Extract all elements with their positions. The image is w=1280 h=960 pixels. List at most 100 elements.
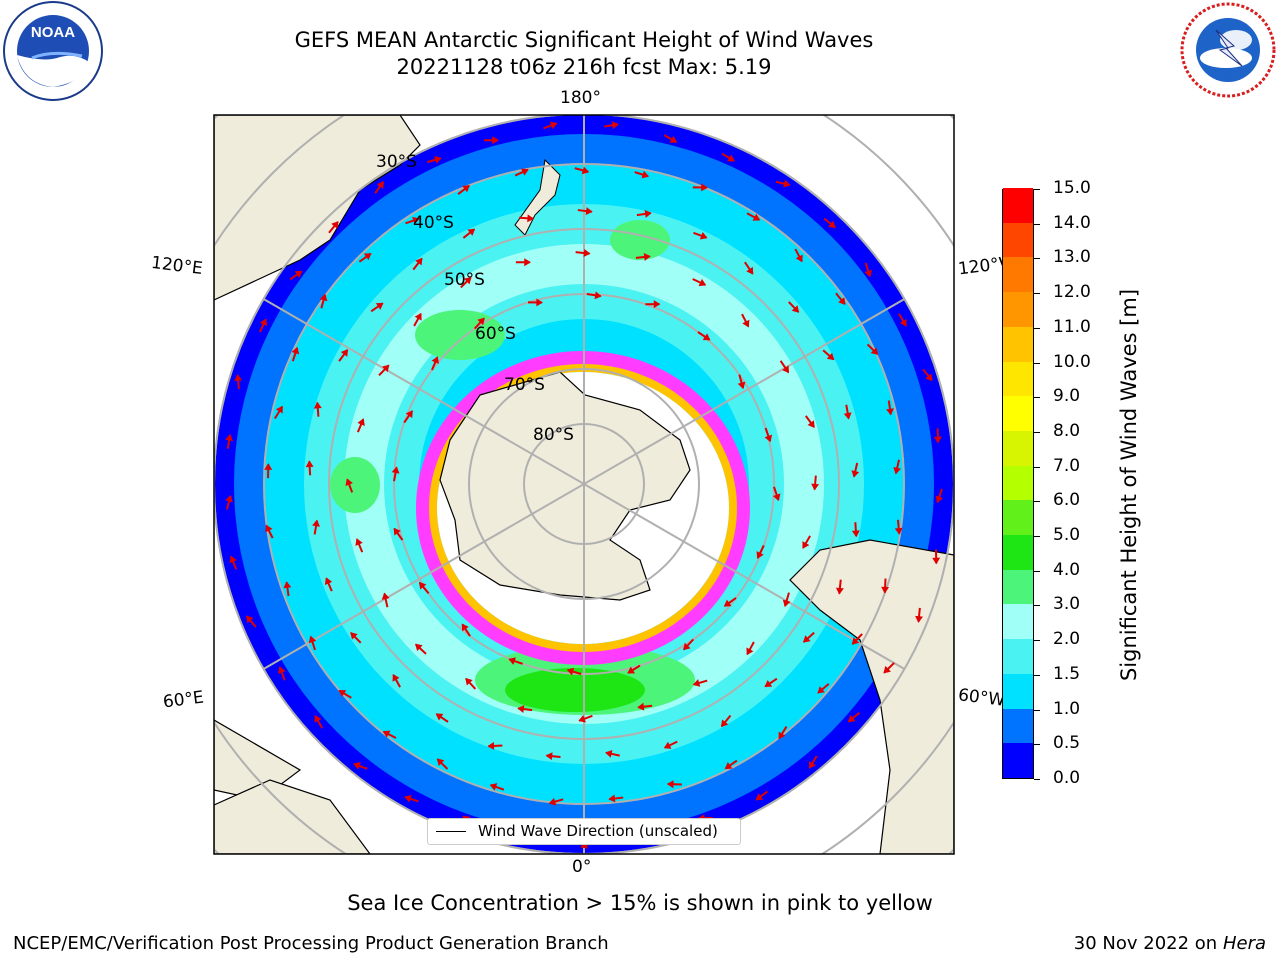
wind-wave-arrow: [866, 343, 879, 355]
wind-wave-arrow: [264, 463, 273, 479]
graticule: [214, 115, 954, 854]
wind-wave-arrow: [426, 155, 442, 164]
wind-wave-arrow: [374, 181, 385, 194]
longitude-label-bottom: 0°: [572, 857, 592, 877]
wind-wave-arrow: [353, 762, 368, 770]
footer-machine: Hera: [1222, 933, 1266, 954]
wind-wave-arrow: [822, 349, 835, 361]
wind-wave-arrow: [720, 714, 732, 728]
noaa-logo: NOAA: [3, 1, 103, 101]
footer-producer: NCEP/EMC/Verification Post Processing Pr…: [13, 933, 609, 954]
wave-height-patch: [610, 220, 670, 260]
wind-wave-arrow: [338, 689, 352, 699]
colorbar-tick-label: 5.0: [1053, 525, 1081, 546]
longitude-label-top: 180°: [560, 88, 601, 108]
wind-wave-arrow: [603, 121, 619, 130]
wind-wave-arrow: [883, 662, 895, 674]
colorbar-tick: [1034, 223, 1040, 225]
colorbar-tick-label: 12.0: [1053, 282, 1091, 303]
colorbar-segment: [1003, 638, 1033, 674]
wind-wave-arrow: [627, 664, 641, 674]
colorbar-segment: [1003, 326, 1033, 362]
wind-wave-arrow: [265, 524, 274, 539]
latitude-label-80s: 80°S: [533, 425, 574, 445]
wind-wave-arrow: [412, 257, 423, 271]
wind-wave-arrow: [462, 228, 476, 239]
wind-wave-arrow: [328, 221, 339, 234]
wind-wave-arrow: [804, 415, 815, 428]
colorbar-tick-label: 14.0: [1053, 212, 1091, 233]
wind-wave-arrow: [894, 519, 903, 535]
wind-wave-arrow: [637, 702, 653, 711]
colorbar: [1002, 187, 1034, 779]
colorbar-tick-label: 0.0: [1053, 768, 1081, 788]
wind-wave-arrow: [847, 711, 861, 723]
colorbar-tick: [1034, 779, 1040, 780]
wind-wave-arrow: [345, 478, 354, 493]
wind-wave-arrow: [258, 318, 268, 333]
colorbar-tick-label: 11.0: [1053, 316, 1091, 337]
new-zealand-landmass: [514, 158, 561, 236]
wind-wave-arrow: [578, 714, 593, 723]
wind-wave-arrow: [723, 597, 737, 607]
wind-wave-arrow: [808, 755, 818, 769]
legend-label: Wind Wave Direction (unscaled): [478, 822, 718, 840]
wind-wave-arrow: [636, 210, 652, 218]
wind-wave-arrow: [514, 168, 529, 177]
colorbar-tick: [1034, 570, 1040, 572]
wind-wave-arrow: [515, 258, 531, 267]
colorbar-segment: [1003, 187, 1033, 223]
colorbar-tick-label: 2.0: [1053, 629, 1081, 650]
wind-wave-arrow: [746, 641, 755, 656]
wind-wave-arrow: [932, 549, 941, 565]
wind-wave-arrow: [741, 313, 750, 328]
wind-wave-arrow: [473, 317, 485, 330]
wind-wave-arrow: [431, 356, 439, 371]
wind-wave-arrow: [405, 216, 420, 225]
colorbar-tick: [1034, 536, 1040, 538]
wind-wave-arrow: [915, 607, 923, 623]
wind-wave-arrow: [278, 666, 286, 681]
latitude-label-60s: 60°S: [475, 324, 516, 344]
wind-wave-arrow: [392, 674, 401, 688]
colorbar-tick: [1034, 431, 1040, 433]
wind-wave-arrow: [823, 217, 836, 229]
colorbar-tick: [1034, 362, 1040, 364]
wind-wave-arrow: [634, 170, 650, 179]
wind-wave-arrow: [575, 249, 591, 257]
wind-wave-arrow: [487, 741, 503, 750]
wind-wave-arrow: [692, 278, 707, 287]
meridian-line: [263, 298, 905, 670]
wind-wave-arrow: [225, 494, 233, 510]
footer-date-text: 30 Nov 2022 on: [1073, 933, 1218, 954]
wind-wave-arrow: [566, 667, 582, 676]
wind-wave-arrow: [744, 261, 754, 275]
wind-wave-arrow: [692, 679, 708, 687]
latitude-label-30s: 30°S: [376, 152, 417, 172]
wind-wave-arrow: [324, 577, 333, 592]
wind-wave-arrow: [851, 633, 863, 645]
wind-wave-arrow: [886, 400, 894, 416]
colorbar-segment: [1003, 603, 1033, 640]
noaa-logo-text: NOAA: [31, 24, 75, 41]
wind-wave-arrow: [225, 433, 234, 449]
wind-wave-arrow: [312, 519, 320, 535]
wind-wave-arrow: [393, 527, 404, 541]
colorbar-segment: [1003, 361, 1033, 397]
wind-wave-arrow: [483, 136, 499, 145]
colorbar-tick-label: 10.0: [1053, 351, 1091, 372]
colorbar-tick: [1034, 189, 1040, 190]
wind-wave-arrow: [355, 538, 364, 553]
wind-wave-arrow: [370, 302, 384, 313]
wind-wave-arrow: [608, 794, 624, 803]
colorbar-tick: [1034, 258, 1040, 260]
wind-wave-arrow: [645, 300, 661, 309]
colorbar-segment: [1003, 499, 1033, 536]
latitude-label-40s: 40°S: [413, 213, 454, 233]
wind-wave-arrow: [898, 313, 907, 327]
wind-wave-arrow: [517, 705, 533, 714]
wind-wave-arrow: [802, 535, 811, 549]
colorbar-tick: [1034, 466, 1040, 468]
colorbar-segment: [1003, 673, 1033, 709]
colorbar-segment: [1003, 222, 1033, 258]
